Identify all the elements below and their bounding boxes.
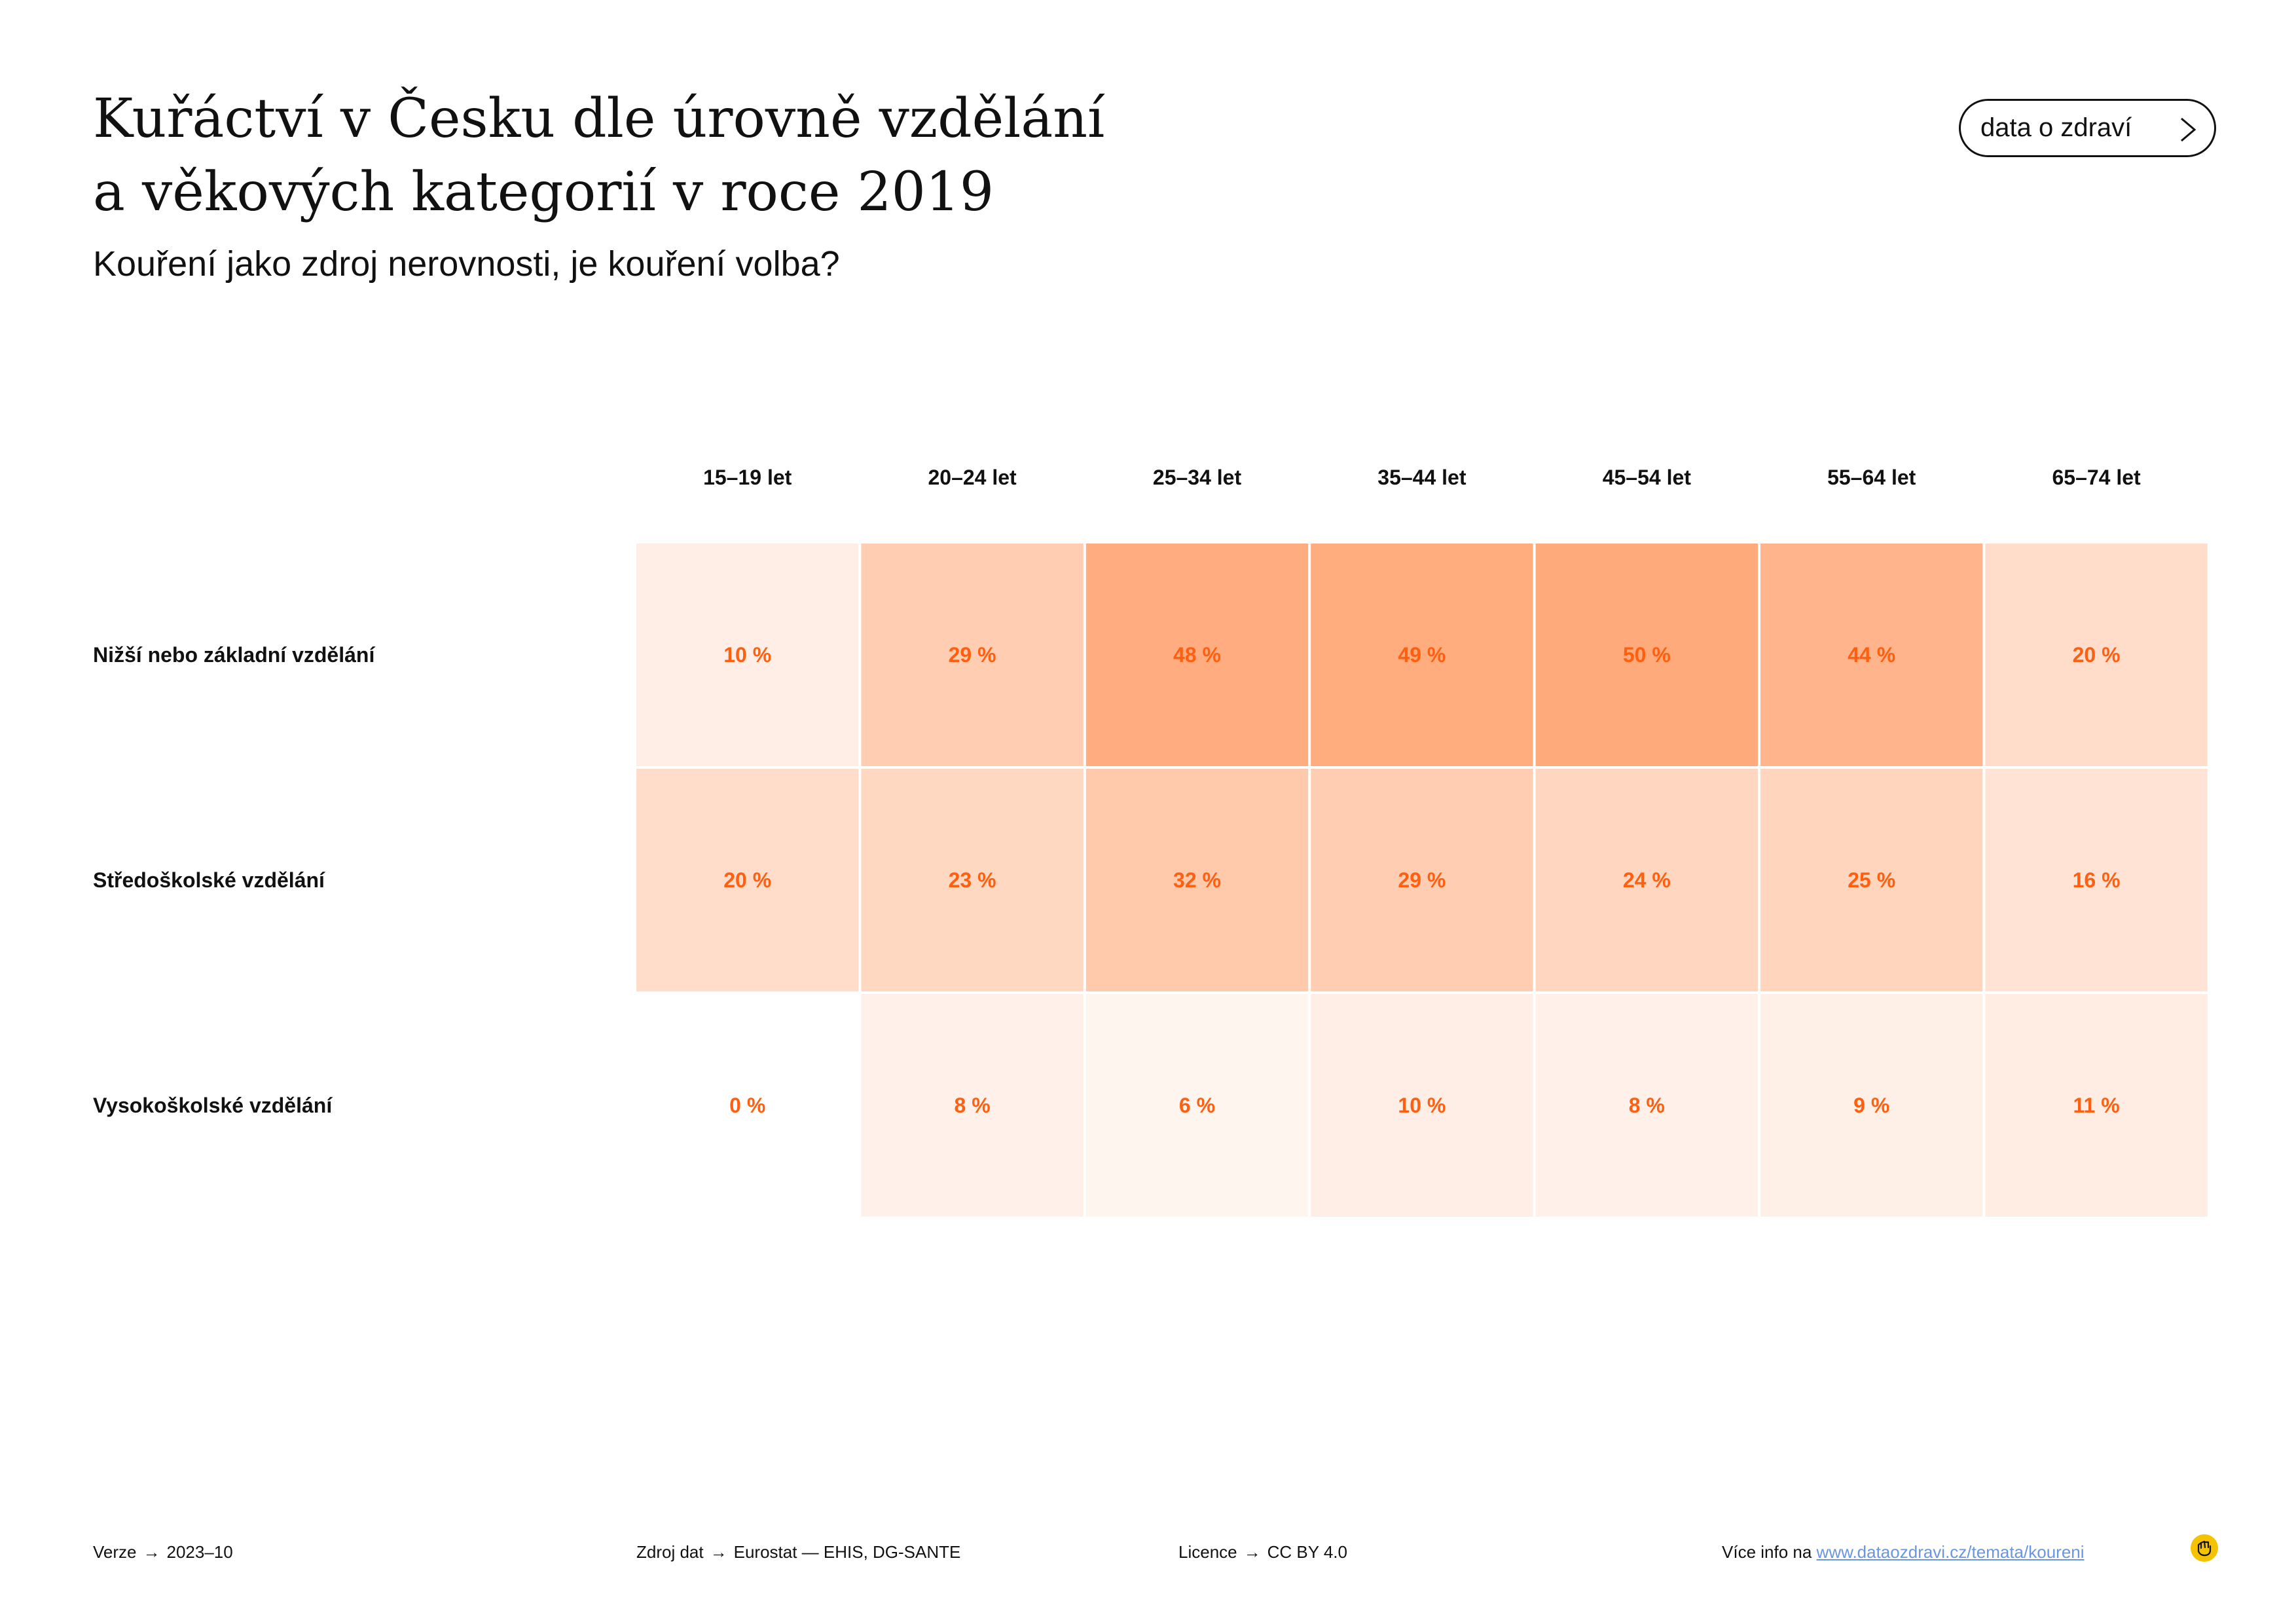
title-line-2: a věkových kategorií v roce 2019 — [93, 161, 994, 223]
heatmap-cell — [1985, 544, 2208, 766]
arrow-right-icon: → — [1243, 1542, 1261, 1562]
heatmap-cell — [1985, 769, 2208, 991]
footer-more-label: Více info na — [1722, 1542, 1812, 1562]
footer-more-info: Více info na www.dataozdravi.cz/temata/k… — [1722, 1542, 2085, 1562]
cell-value-label: 29 % — [949, 643, 996, 667]
heatmap-cell — [1311, 994, 1533, 1217]
heatmap-cell — [636, 994, 859, 1217]
row-label: Vysokoškolské vzdělání — [93, 1094, 333, 1117]
heatmap-cell — [1085, 544, 1309, 766]
heatmap-cell — [861, 544, 1084, 766]
column-header: 55–64 let — [1827, 466, 1916, 489]
arrow-right-icon: → — [710, 1542, 727, 1562]
cell-value-label: 6 % — [1179, 1094, 1215, 1117]
heatmap-cell — [861, 769, 1084, 991]
cell-value-label: 49 % — [1398, 643, 1446, 667]
cell-value-label: 10 % — [723, 643, 771, 667]
cell-value-label: 11 % — [2073, 1094, 2120, 1117]
footer-source-label: Zdroj dat — [636, 1542, 704, 1562]
data-o-zdravi-button[interactable]: data o zdraví — [1959, 99, 2216, 157]
cell-value-label: 9 % — [1853, 1094, 1889, 1117]
cell-value-label: 29 % — [1398, 868, 1446, 892]
heatmap-cell — [1535, 769, 1758, 991]
cell-value-label: 20 % — [723, 868, 771, 892]
cell-value-label: 50 % — [1623, 643, 1671, 667]
cell-value-label: 48 % — [1173, 643, 1221, 667]
heatmap-cell — [1760, 544, 1983, 766]
column-header: 35–44 let — [1377, 466, 1467, 489]
cell-value-label: 16 % — [2073, 868, 2121, 892]
footer-source-value: Eurostat — EHIS, DG-SANTE — [733, 1542, 961, 1562]
footer-source: Zdroj dat → Eurostat — EHIS, DG-SANTE — [636, 1542, 960, 1562]
footer-version-value: 2023–10 — [166, 1542, 233, 1562]
column-header: 45–54 let — [1603, 466, 1692, 489]
row-label: Nižší nebo základní vzdělání — [93, 643, 375, 667]
column-header: 15–19 let — [703, 466, 792, 489]
cell-value-label: 0 % — [729, 1094, 765, 1117]
column-header: 65–74 let — [2052, 466, 2141, 489]
heatmap-cell — [1760, 994, 1983, 1217]
footer-version-label: Verze — [93, 1542, 137, 1562]
footer-more-link[interactable]: www.dataozdravi.cz/temata/koureni — [1816, 1542, 2085, 1562]
heatmap-cell — [1535, 544, 1758, 766]
cell-value-label: 24 % — [1623, 868, 1671, 892]
footer-license: Licence → CC BY 4.0 — [1178, 1542, 1347, 1562]
chevron-right-icon — [2181, 117, 2196, 142]
heatmap-cell — [636, 769, 859, 991]
heatmap-cell — [1085, 769, 1309, 991]
cell-value-label: 20 % — [2073, 643, 2121, 667]
cell-value-label: 25 % — [1848, 868, 1895, 892]
data-o-zdravi-button-label: data o zdraví — [1980, 113, 2132, 142]
title-line-1: Kuřáctví v Česku dle úrovně vzdělání — [93, 88, 1105, 150]
cell-value-label: 10 % — [1398, 1094, 1446, 1117]
heatmap-cell — [1085, 994, 1309, 1217]
hand-logo-icon — [2191, 1534, 2218, 1562]
heatmap-cell — [1311, 769, 1533, 991]
page-subtitle: Kouření jako zdroj nerovnosti, je kouřen… — [93, 244, 840, 284]
cell-value-label: 8 % — [955, 1094, 991, 1117]
arrow-right-icon: → — [143, 1542, 160, 1562]
column-header: 25–34 let — [1153, 466, 1242, 489]
page-title: Kuřáctví v Česku dle úrovně vzdělání a v… — [93, 83, 1104, 229]
cell-value-label: 44 % — [1848, 643, 1895, 667]
heatmap-cell — [1535, 994, 1758, 1217]
cell-value-label: 8 % — [1629, 1094, 1665, 1117]
cell-value-label: 32 % — [1173, 868, 1221, 892]
row-label: Středoškolské vzdělání — [93, 868, 325, 892]
heatmap-cell — [1311, 544, 1533, 766]
heatmap-cell — [1760, 769, 1983, 991]
heatmap-chart: 15–19 let 20–24 let 25–34 let 35–44 let 45–5… — [93, 466, 2208, 1217]
heatmap-cell — [1985, 994, 2208, 1217]
column-header: 20–24 let — [928, 466, 1017, 489]
footer-version: Verze → 2023–10 — [93, 1542, 233, 1562]
footer-license-label: Licence — [1178, 1542, 1237, 1562]
footer-license-value: CC BY 4.0 — [1267, 1542, 1347, 1562]
heatmap-cell — [636, 544, 859, 766]
heatmap-cell — [861, 994, 1084, 1217]
cell-value-label: 23 % — [949, 868, 996, 892]
